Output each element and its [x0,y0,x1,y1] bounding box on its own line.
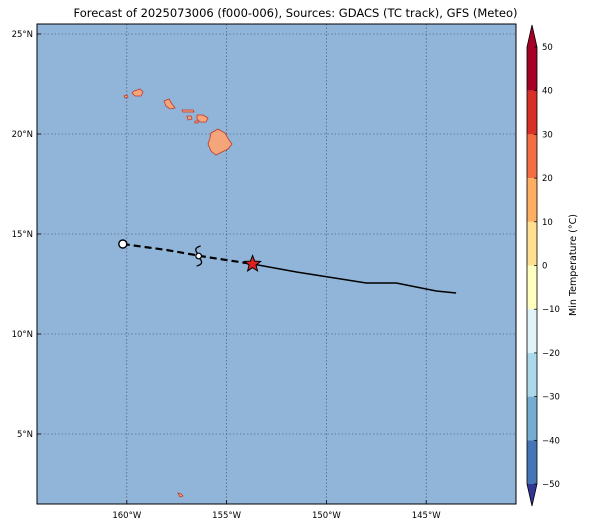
colorbar-band [527,309,537,353]
island-niihau [123,94,129,99]
colorbar-band [527,178,537,222]
map-panel: 160°W 155°W 150°W 145°W 5°N 10°N 15°N 20°N 25°N [12,23,517,521]
island-oahu [163,98,176,110]
colorbar-tick-label: 40 [542,87,553,97]
colorbar-tick-label: −10 [542,305,560,315]
colorbar-band [527,396,537,441]
current-position-star-icon [243,254,262,273]
cyclone-track [118,239,457,294]
colorbar-tick-label: 50 [542,43,553,53]
lat-tick-label: 25°N [12,30,33,40]
longitude-tick-labels: 160°W 155°W 150°W 145°W [112,500,441,521]
forecast-track-line [252,263,457,294]
colorbar-band [527,134,537,179]
colorbar-band [527,47,537,91]
colorbar-tick-label: 0 [542,262,547,272]
colorbar-band [527,352,537,397]
hawaiian-islands [123,88,233,498]
colorbar-tick-label: −40 [542,436,560,446]
colorbar-extend-top [527,25,537,47]
observed-track-line [122,242,253,266]
lat-tick-label: 5°N [17,430,33,440]
map-title: Forecast of 2025073006 (f000-006), Sourc… [73,6,518,20]
colorbar-tick-label: −30 [542,393,560,403]
lon-tick-label: 150°W [312,511,341,521]
island-molokai [181,109,195,113]
lat-tick-label: 15°N [12,230,33,240]
colorbar-tick-label: −50 [542,480,560,490]
lon-tick-label: 145°W [412,511,441,521]
colorbar-tick-label: −20 [542,349,560,359]
island-maui [196,114,209,123]
ocean-background [37,24,516,504]
storm-eye [195,252,203,260]
tropical-storm-icon [195,245,203,267]
graticule [37,24,516,504]
colorbar-band [527,265,537,310]
colorbar-tick-label: 30 [542,130,553,140]
lon-tick-label: 155°W [212,511,241,521]
island-kahoolawe [194,120,199,124]
storm-arm-bottom [196,258,203,267]
colorbar-label: Min Temperature (°C) [568,214,579,316]
island-lanai [186,115,193,121]
colorbar-band [527,90,537,135]
colorbar-tick-label: 20 [542,174,553,184]
track-start-marker [118,239,128,249]
island-johnston-atoll [177,492,184,498]
lat-tick-label: 10°N [12,330,33,340]
lat-tick-label: 20°N [12,130,33,140]
lon-tick-label: 160°W [112,511,141,521]
latitude-tick-labels: 5°N 10°N 15°N 20°N 25°N [12,30,41,440]
colorbar: 50 40 30 20 10 0 −10 −20 −30 −40 −50 Min Temperatur… [526,24,579,507]
colorbar-band [527,440,537,484]
colorbar-tick-label: 10 [542,218,553,228]
colorbar-band [527,221,537,266]
island-big-island [207,128,233,156]
storm-arm-top [195,245,201,254]
colorbar-extend-bottom [527,484,537,506]
map-frame [36,23,517,505]
island-kauai [131,88,144,97]
